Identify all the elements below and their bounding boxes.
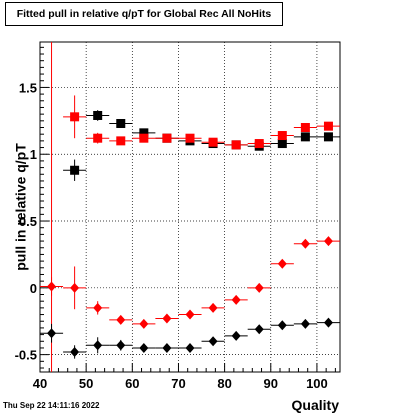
data-point bbox=[139, 133, 149, 143]
grid bbox=[40, 42, 340, 372]
y-tick-label: 0.5 bbox=[19, 214, 37, 229]
data-point bbox=[208, 137, 218, 147]
x-axis-label: Quality bbox=[291, 397, 339, 413]
data-point bbox=[300, 132, 310, 142]
data-point bbox=[116, 340, 126, 351]
data-point bbox=[323, 121, 333, 131]
series-2 bbox=[63, 95, 340, 150]
data-point bbox=[116, 136, 126, 146]
data-points bbox=[40, 95, 340, 359]
data-point bbox=[300, 318, 310, 329]
data-point bbox=[47, 281, 57, 292]
axis-ticks: 40 50 60 70 80 90 100 -0.5 0 0.5 1 1.5 bbox=[15, 46, 336, 391]
data-point bbox=[323, 317, 333, 328]
data-point bbox=[300, 123, 310, 133]
data-point bbox=[70, 282, 80, 293]
data-point bbox=[116, 314, 126, 325]
data-point bbox=[185, 133, 195, 143]
plot-frame bbox=[39, 41, 341, 373]
data-point bbox=[254, 282, 264, 293]
x-tick-label: 40 bbox=[33, 376, 47, 391]
data-point bbox=[139, 128, 149, 138]
x-tick-label: 60 bbox=[125, 376, 139, 391]
data-point bbox=[254, 139, 264, 149]
series-4 bbox=[40, 317, 340, 359]
data-point bbox=[162, 133, 172, 143]
data-point bbox=[277, 131, 287, 141]
data-point bbox=[231, 330, 241, 341]
chart-title: Fitted pull in relative q/pT for Global … bbox=[5, 2, 283, 26]
data-point bbox=[70, 346, 80, 357]
y-tick-label: 1.5 bbox=[19, 80, 37, 95]
data-point bbox=[323, 132, 333, 142]
series-3 bbox=[40, 236, 340, 329]
data-point bbox=[277, 320, 287, 331]
x-tick-label: 90 bbox=[264, 376, 278, 391]
data-point bbox=[116, 118, 126, 128]
data-point bbox=[185, 342, 195, 353]
x-tick-label: 80 bbox=[217, 376, 231, 391]
y-tick-label: 1 bbox=[30, 147, 37, 162]
data-point bbox=[300, 238, 310, 249]
data-point bbox=[277, 258, 287, 269]
data-point bbox=[139, 318, 149, 329]
data-point bbox=[323, 236, 333, 247]
timestamp: Thu Sep 22 14:11:16 2022 bbox=[3, 401, 100, 410]
data-point bbox=[70, 165, 80, 175]
data-point bbox=[208, 336, 218, 347]
data-point bbox=[231, 294, 241, 305]
data-point bbox=[93, 302, 103, 313]
data-point bbox=[93, 340, 103, 351]
x-tick-label: 70 bbox=[171, 376, 185, 391]
data-point bbox=[231, 140, 241, 150]
data-point bbox=[93, 133, 103, 143]
data-point bbox=[277, 139, 287, 149]
y-tick-label: 0 bbox=[30, 281, 37, 296]
x-tick-label: 50 bbox=[79, 376, 93, 391]
x-tick-label: 100 bbox=[306, 376, 328, 391]
data-point bbox=[70, 112, 80, 122]
data-point bbox=[185, 309, 195, 320]
data-point bbox=[139, 342, 149, 353]
data-point bbox=[254, 324, 264, 335]
data-point bbox=[47, 328, 57, 339]
data-point bbox=[208, 302, 218, 313]
y-axis-label: pull in relative q/pT bbox=[13, 143, 29, 271]
data-point bbox=[162, 342, 172, 353]
data-point bbox=[162, 313, 172, 324]
y-tick-label: -0.5 bbox=[15, 348, 37, 363]
data-point bbox=[93, 110, 103, 120]
